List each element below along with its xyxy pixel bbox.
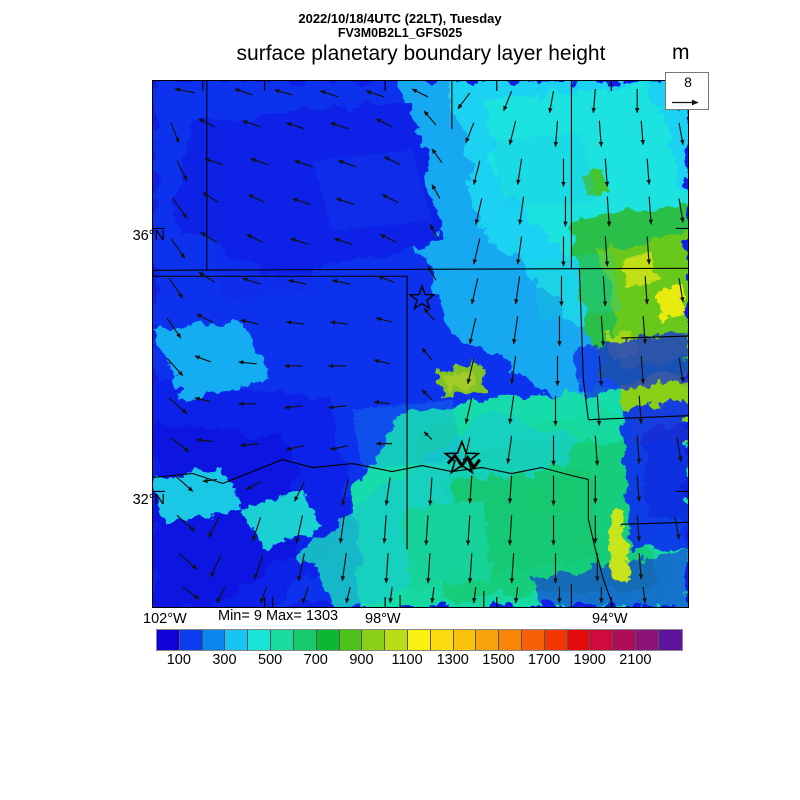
colorbar-cell xyxy=(339,630,363,650)
wind-legend-value: 8 xyxy=(684,74,692,90)
lat-label-36n: 36°N xyxy=(132,228,165,244)
station-markers[interactable] xyxy=(408,284,481,475)
colorbar-cell xyxy=(658,630,682,650)
colorbar-tick: 700 xyxy=(303,652,328,668)
colorbar-tick: 500 xyxy=(258,652,283,668)
colorbar-cell xyxy=(613,630,637,650)
colorbar-tick: 1900 xyxy=(573,652,606,668)
right-arrow-icon xyxy=(672,99,699,106)
colorbar-cell xyxy=(476,630,500,650)
colorbar-cell xyxy=(385,630,408,650)
title-datetime: 2022/10/18/4UTC (22LT), Tuesday xyxy=(298,11,502,26)
colorbar-cell xyxy=(316,630,340,650)
colorbar-tick: 100 xyxy=(166,652,191,668)
title-model: FV3M0B2L1_GFS025 xyxy=(337,26,463,40)
colorbar-tick: 1500 xyxy=(482,652,515,668)
colorbar-cell xyxy=(202,630,226,650)
colorbar-cell xyxy=(179,630,203,650)
colorbar-cell xyxy=(636,630,659,650)
map-panel[interactable] xyxy=(152,80,689,608)
colorbar-cell xyxy=(157,630,180,650)
colorbar-cell xyxy=(453,630,477,650)
colorbar[interactable] xyxy=(156,629,683,651)
lon-label-94w: 94°W xyxy=(592,611,628,627)
lon-label-98w: 98°W xyxy=(365,611,401,627)
colorbar-cell xyxy=(522,630,545,650)
page-title: surface planetary boundary layer height xyxy=(236,42,606,65)
colorbar-cell xyxy=(567,630,591,650)
station-marker-north xyxy=(408,284,436,311)
wind-legend-box: 8 xyxy=(665,72,709,110)
colorbar-cell xyxy=(293,630,317,650)
colorbar-tick: 300 xyxy=(212,652,237,668)
colorbar-tick: 1100 xyxy=(391,652,423,668)
colorbar-cell xyxy=(407,630,431,650)
minmax-stats: Min= 9 Max= 1303 xyxy=(218,608,339,624)
colorbar-cell xyxy=(499,630,522,650)
lon-label-102w: 102°W xyxy=(143,611,187,627)
colorbar-cell xyxy=(225,630,249,650)
station-marker-south xyxy=(443,439,481,475)
units-label: m xyxy=(672,41,690,64)
colorbar-tick-labels: 100 300 500 700 900 1100 1300 1500 1700 1900 2100 xyxy=(0,652,800,672)
colorbar-tick: 2100 xyxy=(619,652,652,668)
wind-vector-field xyxy=(166,87,685,604)
state-borders xyxy=(153,81,688,607)
colorbar-tick: 1700 xyxy=(527,652,561,668)
colorbar-tick: 1300 xyxy=(436,652,469,668)
colorbar-cell xyxy=(430,630,454,650)
axis-ticks xyxy=(153,81,688,607)
colorbar-cell xyxy=(590,630,614,650)
map-canvas xyxy=(153,81,688,607)
colorbar-cell xyxy=(362,630,386,650)
colorbar-cell xyxy=(271,630,294,650)
lat-label-32n: 32°N xyxy=(132,492,165,508)
colorbar-tick: 900 xyxy=(349,652,374,668)
colorbar-cell xyxy=(544,630,568,650)
colorbar-cell xyxy=(248,630,272,650)
